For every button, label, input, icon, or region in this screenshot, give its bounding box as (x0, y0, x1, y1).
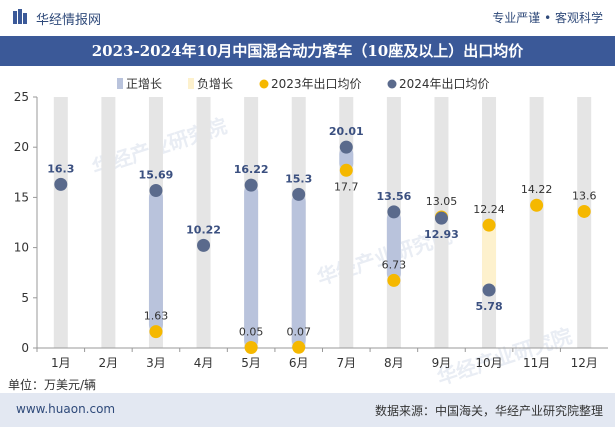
label-2024: 16.3 (47, 162, 74, 175)
legend-label-pos: 正增长 (126, 77, 162, 91)
y-tick-label: 5 (21, 291, 29, 305)
label-2024: 12.93 (424, 228, 459, 241)
dot-2024 (244, 178, 258, 192)
label-2024: 13.56 (376, 190, 411, 203)
label-2023: 13.6 (572, 189, 597, 202)
legend-label-2023: 2023年出口均价 (271, 77, 362, 91)
dot-group (54, 140, 591, 354)
dot-2023 (244, 340, 258, 354)
x-tick-label: 8月 (384, 356, 404, 370)
chart-title: 2023-2024年10月中国混合动力客车（10座及以上）出口均价 (91, 42, 524, 60)
website-link[interactable]: www.huaon.com (16, 402, 116, 416)
pos-change-bar (148, 190, 163, 332)
legend-swatch-pos (117, 78, 123, 89)
data-source: 数据来源：中国海关，华经产业研究院整理 (374, 404, 603, 418)
pos-change-bar (386, 211, 401, 281)
y-tick-label: 20 (14, 140, 29, 154)
x-tick-label: 6月 (289, 356, 309, 370)
legend-swatch-2023 (259, 79, 269, 89)
dot-2023 (482, 218, 496, 232)
legend: 正增长 负增长 2023年出口均价 2024年出口均价 (117, 77, 490, 91)
x-tick-label: 5月 (241, 356, 261, 370)
footer-band (0, 393, 615, 427)
y-tick-label: 15 (14, 190, 29, 204)
dot-2024 (339, 140, 353, 154)
watermark-text: 华经产业研究院 (434, 324, 575, 390)
neg-change-bar (482, 225, 497, 290)
dot-2024 (292, 187, 306, 201)
legend-label-2024: 2024年出口均价 (399, 77, 490, 91)
column-bg (577, 97, 592, 348)
x-tick-label: 9月 (432, 356, 452, 370)
brand-logo-icon (13, 9, 27, 24)
column-bg (53, 97, 68, 348)
top-bar: 华经情报网 专业严谨 • 客观科学 (0, 0, 615, 36)
x-tick-label: 11月 (523, 356, 550, 370)
dot-2024 (54, 177, 68, 191)
legend-label-neg: 负增长 (197, 77, 233, 91)
label-2023: 12.24 (473, 203, 505, 216)
x-tick-label: 3月 (146, 356, 166, 370)
change-bar-group (148, 147, 497, 348)
pos-change-bar (291, 194, 306, 348)
column-bg (529, 97, 544, 348)
x-tick-label: 1月 (51, 356, 71, 370)
brand-slogan: 专业严谨 • 客观科学 (492, 11, 603, 25)
column-bg (196, 97, 211, 348)
column-bg (101, 97, 116, 348)
dot-2024 (149, 183, 163, 197)
y-tick-label: 25 (14, 90, 29, 104)
axes-group: 0 5 10 15 20 25 1月 2月 3月 4月 5月 6月 7月 8月 9月 10月 11月 12月 (14, 90, 608, 370)
dot-2024 (197, 238, 211, 252)
label-2024: 15.3 (285, 172, 312, 185)
x-tick-label: 10月 (475, 356, 502, 370)
title-band (0, 36, 615, 66)
dot-2024 (434, 211, 448, 225)
data-label-group: 16.3 15.69 1.63 10.22 16.22 0.05 15.3 0.07 20.01… (47, 125, 596, 338)
x-tick-label: 4月 (194, 356, 214, 370)
column-bg-group (53, 97, 592, 348)
pos-change-bar (244, 185, 259, 348)
label-2024: 5.78 (475, 300, 502, 313)
label-2023: 17.7 (334, 180, 359, 193)
dot-2023 (530, 198, 544, 212)
y-tick-label: 10 (14, 241, 29, 255)
label-2024: 10.22 (186, 223, 221, 236)
label-2023: 0.07 (286, 325, 311, 338)
dot-2023 (339, 163, 353, 177)
label-2024: 20.01 (329, 125, 364, 138)
label-2023: 6.73 (382, 258, 407, 271)
legend-swatch-2024 (387, 79, 397, 89)
label-2024: 16.22 (234, 163, 269, 176)
brand-name: 华经情报网 (36, 13, 102, 28)
y-tick-label: 0 (21, 341, 29, 355)
x-tick-label: 7月 (336, 356, 356, 370)
label-2023: 14.22 (521, 183, 553, 196)
x-tick-label: 12月 (571, 356, 598, 370)
pos-change-bar (339, 147, 354, 171)
dot-2024 (482, 283, 496, 297)
legend-swatch-neg (188, 78, 194, 89)
dot-2024 (387, 205, 401, 219)
dot-2023 (577, 204, 591, 218)
unit-label: 单位：万美元/辆 (8, 378, 97, 392)
dot-2023 (149, 325, 163, 339)
label-2023: 13.05 (426, 195, 458, 208)
dot-2023 (292, 340, 306, 354)
label-2024: 15.69 (139, 168, 174, 181)
x-tick-label: 2月 (99, 356, 119, 370)
label-2023: 1.63 (144, 310, 169, 323)
dot-2023 (387, 273, 401, 287)
label-2023: 0.05 (239, 325, 264, 338)
